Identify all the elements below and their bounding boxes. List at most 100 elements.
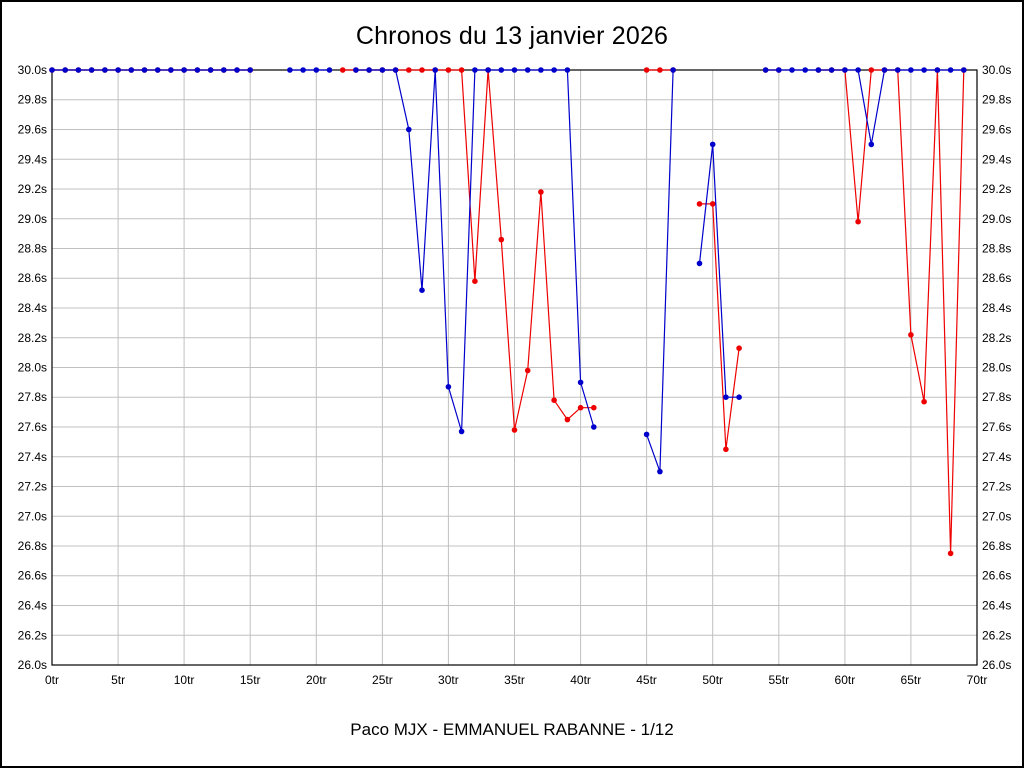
- x-tick-label: 55tr: [768, 673, 789, 687]
- blue-driver-line: [355, 69, 595, 432]
- blue-driver-point: [696, 260, 703, 267]
- blue-driver-point: [921, 67, 927, 73]
- blue-driver-point: [432, 67, 439, 73]
- blue-driver-point: [947, 67, 954, 73]
- blue-driver-point: [961, 67, 967, 73]
- y-tick-label-left: 26.4s: [18, 599, 47, 613]
- blue-driver-point: [762, 67, 769, 73]
- blue-driver-point: [102, 67, 108, 73]
- blue-driver-point: [458, 428, 465, 435]
- x-tick-label: 60tr: [835, 673, 856, 687]
- blue-driver-point: [445, 384, 452, 390]
- blue-driver-point: [551, 67, 557, 73]
- x-tick-label: 70tr: [967, 673, 988, 687]
- x-tick-label: 10tr: [174, 673, 195, 687]
- blue-driver-point: [168, 67, 174, 73]
- red-driver-line: [818, 69, 965, 554]
- y-tick-label-left: 28.2s: [18, 331, 47, 345]
- red-driver-point: [419, 67, 425, 73]
- red-driver-point: [339, 67, 346, 73]
- blue-driver-line: [698, 144, 740, 398]
- blue-driver-point: [736, 394, 742, 401]
- blue-driver-point: [577, 379, 584, 386]
- red-driver-point: [736, 345, 742, 352]
- blue-driver-point: [709, 141, 716, 148]
- blue-driver-point: [194, 67, 201, 73]
- x-tick-label: 35tr: [504, 673, 525, 687]
- blue-driver-point: [115, 67, 121, 73]
- red-driver-point: [657, 67, 663, 73]
- blue-driver-point: [591, 424, 597, 430]
- blue-driver-point: [498, 67, 505, 73]
- blue-driver-point: [313, 67, 320, 73]
- y-tick-label-left: 30.0s: [18, 63, 47, 77]
- y-tick-label-right: 28.4s: [982, 301, 1011, 315]
- blue-driver-point: [366, 67, 372, 73]
- red-driver-line: [699, 203, 740, 450]
- y-tick-label-right: 28.6s: [982, 271, 1011, 285]
- y-tick-label-left: 28.8s: [18, 242, 47, 256]
- x-tick-label: 0tr: [45, 673, 59, 687]
- blue-driver-point: [141, 67, 148, 73]
- blue-driver-point: [207, 67, 214, 73]
- y-tick-label-right: 27.8s: [982, 390, 1011, 404]
- blue-driver-point: [828, 67, 835, 73]
- red-driver-point: [538, 189, 544, 195]
- red-driver-point: [723, 446, 729, 453]
- red-driver-point: [868, 67, 875, 73]
- y-tick-label-left: 27.4s: [18, 450, 47, 464]
- blue-driver-point: [49, 67, 55, 73]
- y-tick-label-right: 27.4s: [982, 450, 1011, 464]
- blue-driver-point: [300, 67, 306, 73]
- y-tick-label-right: 29.8s: [982, 93, 1011, 107]
- blue-driver-point: [789, 67, 795, 73]
- y-tick-label-right: 26.6s: [982, 569, 1011, 583]
- x-tick-label: 45tr: [636, 673, 657, 687]
- y-tick-label-right: 27.6s: [982, 420, 1011, 434]
- red-driver-point: [445, 67, 452, 73]
- x-tick-label: 65tr: [901, 673, 922, 687]
- y-tick-label-right: 29.4s: [982, 152, 1011, 166]
- y-tick-label-left: 26.6s: [18, 569, 47, 583]
- red-driver-point: [855, 218, 861, 225]
- red-driver-point: [577, 404, 584, 411]
- blue-driver-point: [723, 394, 729, 401]
- y-tick-label-right: 28.8s: [982, 242, 1011, 256]
- blue-driver-point: [75, 67, 82, 73]
- red-driver-point: [406, 67, 412, 73]
- red-driver-point: [551, 397, 557, 404]
- y-tick-label-right: 28.0s: [982, 361, 1011, 375]
- red-driver-point: [643, 67, 650, 73]
- blue-driver-point: [406, 126, 412, 133]
- y-tick-label-left: 29.0s: [18, 212, 47, 226]
- blue-driver-point: [894, 67, 901, 73]
- blue-driver-point: [472, 67, 478, 73]
- blue-driver-line: [765, 69, 964, 145]
- red-driver-point: [696, 201, 703, 207]
- blue-driver-point: [643, 431, 650, 438]
- y-tick-label-right: 26.0s: [982, 658, 1011, 672]
- red-driver-point: [564, 416, 571, 423]
- y-tick-label-right: 27.0s: [982, 509, 1011, 523]
- y-tick-label-right: 30.0s: [982, 63, 1011, 77]
- blue-driver-point: [802, 67, 808, 73]
- x-tick-label: 15tr: [240, 673, 261, 687]
- red-driver-point: [511, 427, 518, 433]
- y-tick-label-left: 27.8s: [18, 390, 47, 404]
- blue-driver-point: [485, 67, 491, 73]
- blue-driver-point: [881, 67, 888, 73]
- blue-driver-point: [538, 67, 544, 73]
- y-tick-label-right: 28.2s: [982, 331, 1011, 345]
- red-driver-point: [709, 201, 716, 207]
- blue-driver-point: [908, 67, 914, 73]
- blue-driver-point: [511, 67, 518, 73]
- blue-driver-point: [353, 67, 359, 73]
- blue-driver-point: [287, 67, 293, 73]
- y-tick-label-left: 27.0s: [18, 509, 47, 523]
- x-tick-label: 25tr: [372, 673, 393, 687]
- y-tick-label-right: 29.6s: [982, 123, 1011, 137]
- y-tick-label-right: 26.4s: [982, 599, 1011, 613]
- blue-driver-point: [815, 67, 822, 73]
- blue-driver-point: [564, 67, 571, 73]
